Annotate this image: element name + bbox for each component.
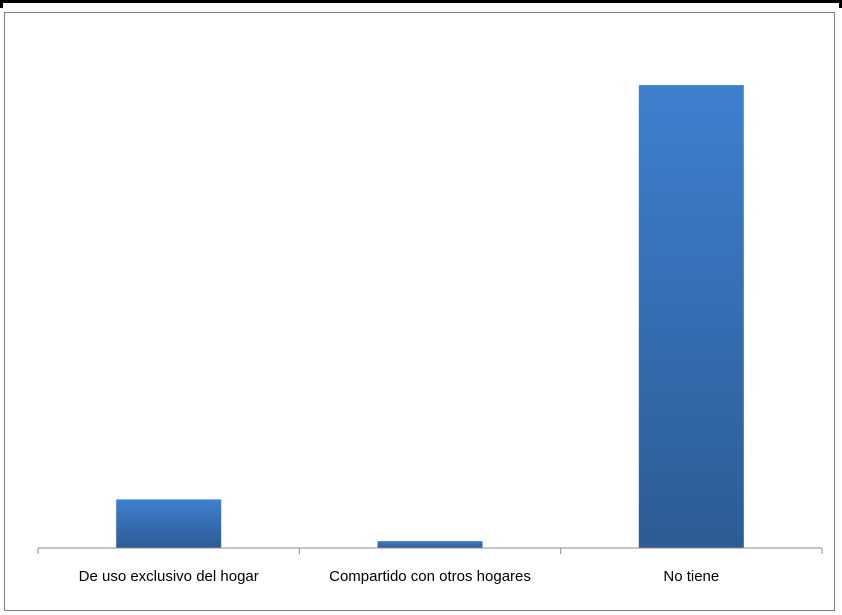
- x-tick-label-2: Compartido con otros hogares: [329, 568, 531, 585]
- bars-layer: [116, 85, 744, 548]
- bar-3: [638, 85, 744, 548]
- top-border-right-edge: [839, 0, 842, 8]
- x-tick-label-3: No tiene: [663, 568, 719, 585]
- x-axis: [37, 547, 823, 554]
- bar-1: [116, 499, 222, 548]
- bar-2: [377, 541, 483, 548]
- top-border-left-edge: [0, 0, 3, 8]
- x-axis-labels: De uso exclusivo del hogar Compartido con…: [79, 568, 720, 585]
- top-border-rule: [0, 0, 842, 3]
- x-tick-label-1: De uso exclusivo del hogar: [79, 568, 259, 585]
